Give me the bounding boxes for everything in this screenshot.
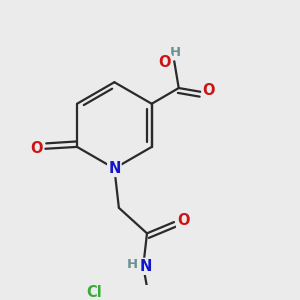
Text: Cl: Cl [86, 285, 102, 300]
Text: O: O [159, 56, 171, 70]
Text: H: H [169, 46, 181, 59]
Text: O: O [31, 141, 43, 156]
Text: O: O [177, 214, 190, 229]
Text: N: N [108, 161, 121, 176]
Text: O: O [202, 83, 215, 98]
Text: N: N [139, 259, 152, 274]
Text: H: H [126, 258, 138, 271]
